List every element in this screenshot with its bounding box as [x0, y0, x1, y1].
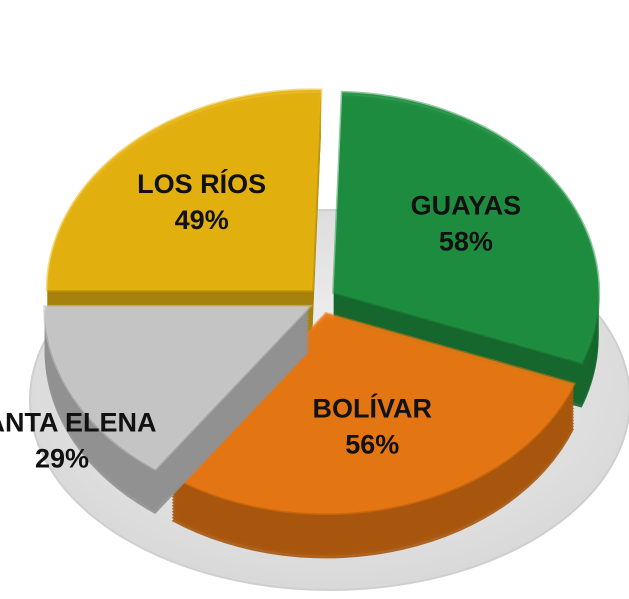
category-label: LOS RÍOS: [137, 168, 266, 199]
category-label: BOLÍVAR: [312, 392, 432, 423]
category-label: SANTA ELENA: [0, 407, 157, 437]
value-label: 49%: [175, 205, 229, 235]
pie: [45, 90, 599, 558]
value-label: 56%: [345, 429, 399, 459]
category-label: GUAYAS: [411, 191, 522, 221]
chart: LOS RÍOS 49% GUAYAS 58% BOLÍVAR 56% SANTA ELEN…: [0, 0, 629, 599]
value-label: 29%: [35, 443, 89, 473]
value-label: 58%: [439, 227, 493, 257]
